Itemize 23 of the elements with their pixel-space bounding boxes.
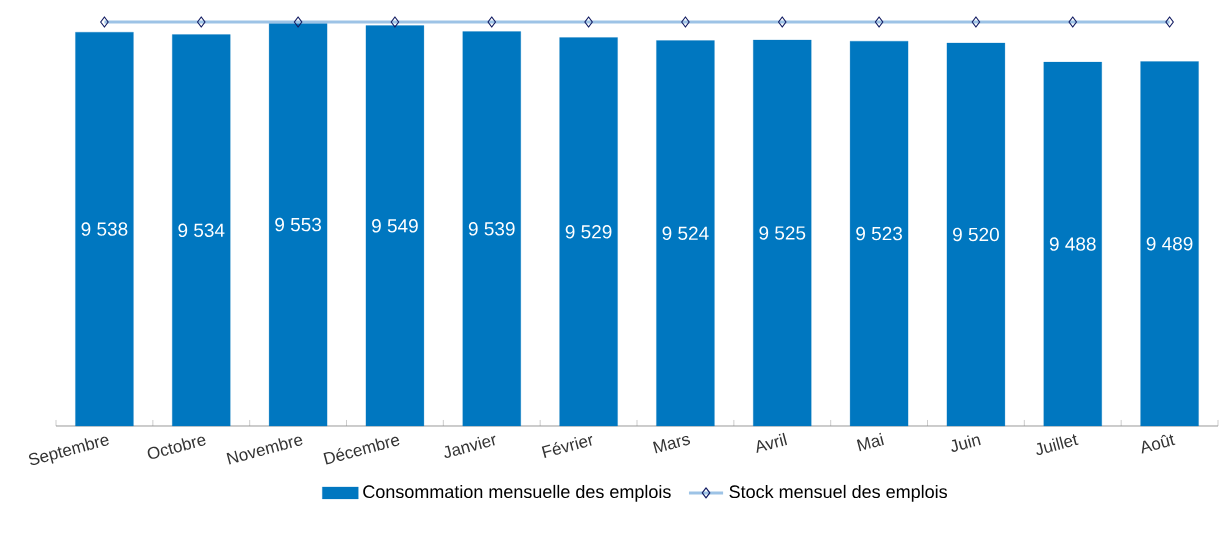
data-label: 9 539 (468, 222, 515, 236)
x-tick-label: Octobre (147, 436, 206, 459)
x-tick-label: Juillet (1036, 434, 1079, 456)
x-tick-label: Janvier (444, 435, 496, 458)
legend-label: Consommation mensuelle des emplois (363, 484, 671, 502)
data-label: 9 538 (81, 222, 128, 236)
data-label: 9 529 (565, 225, 612, 239)
data-label: 9 488 (1049, 237, 1096, 251)
data-label: 9 524 (662, 226, 709, 240)
x-tick-label: Mai (856, 432, 884, 452)
data-label: 9 523 (856, 226, 902, 241)
x-tick-label: Mars (653, 435, 691, 454)
x-tick-label: Juin (951, 435, 981, 452)
data-label: 9 489 (1146, 237, 1193, 251)
data-label: 9 553 (275, 217, 321, 232)
data-label: 9 520 (953, 227, 999, 242)
data-label: 9 534 (178, 223, 225, 237)
data-label: 9 549 (372, 219, 418, 233)
data-label: 9 525 (759, 226, 806, 240)
x-tick-label: Août (1141, 434, 1176, 454)
legend-label: Stock mensuel des emplois (729, 484, 947, 502)
x-tick-label: Avril (756, 432, 788, 453)
x-tick-label: Février (541, 435, 593, 459)
